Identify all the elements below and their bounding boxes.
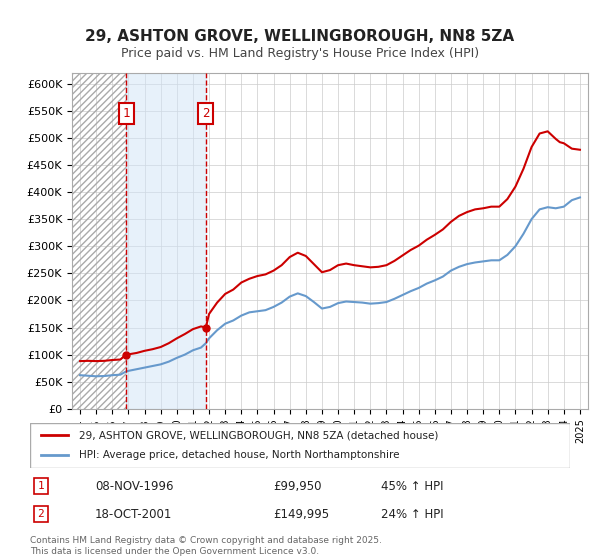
Text: 45% ↑ HPI: 45% ↑ HPI (381, 479, 443, 493)
Text: HPI: Average price, detached house, North Northamptonshire: HPI: Average price, detached house, Nort… (79, 450, 399, 460)
Text: 1: 1 (37, 481, 44, 491)
Text: 29, ASHTON GROVE, WELLINGBOROUGH, NN8 5ZA (detached house): 29, ASHTON GROVE, WELLINGBOROUGH, NN8 5Z… (79, 430, 438, 440)
Text: £149,995: £149,995 (273, 507, 329, 521)
Text: 18-OCT-2001: 18-OCT-2001 (95, 507, 172, 521)
Text: 29, ASHTON GROVE, WELLINGBOROUGH, NN8 5ZA: 29, ASHTON GROVE, WELLINGBOROUGH, NN8 5Z… (85, 29, 515, 44)
Text: 08-NOV-1996: 08-NOV-1996 (95, 479, 173, 493)
Text: Price paid vs. HM Land Registry's House Price Index (HPI): Price paid vs. HM Land Registry's House … (121, 46, 479, 60)
Text: 2: 2 (37, 509, 44, 519)
FancyBboxPatch shape (30, 423, 570, 468)
Text: Contains HM Land Registry data © Crown copyright and database right 2025.
This d: Contains HM Land Registry data © Crown c… (30, 536, 382, 556)
Bar (126, 73, 206, 409)
Text: 24% ↑ HPI: 24% ↑ HPI (381, 507, 443, 521)
Text: £99,950: £99,950 (273, 479, 322, 493)
Text: 2: 2 (202, 107, 209, 120)
Text: 1: 1 (122, 107, 130, 120)
